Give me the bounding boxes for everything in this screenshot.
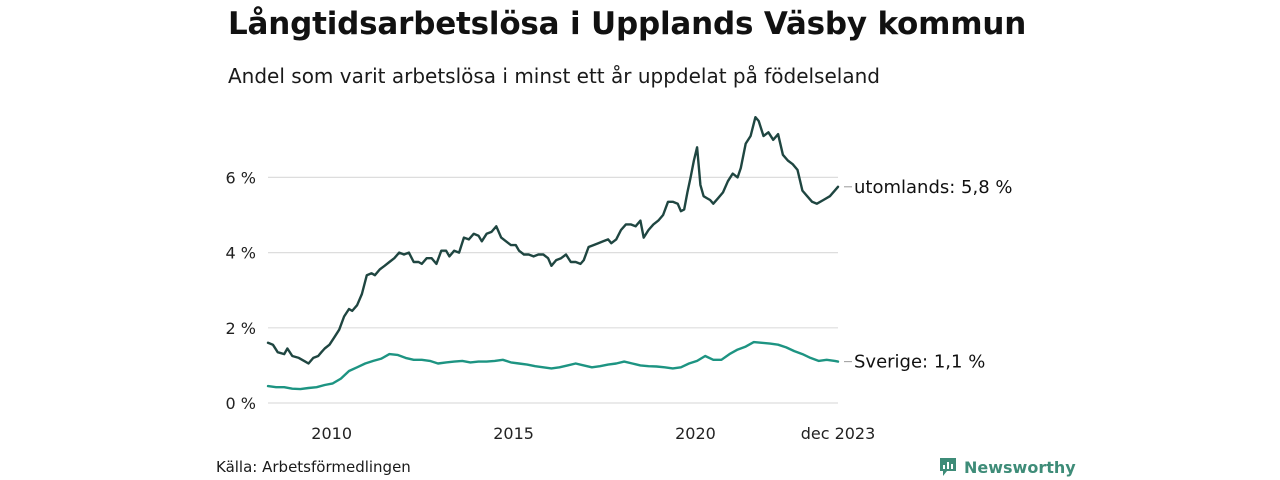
end-label-utomlands: utomlands: 5,8 % (854, 177, 1013, 198)
x-tick-label: 2010 (311, 424, 352, 443)
brand-name: Newsworthy (964, 457, 1076, 477)
x-tick-label: 2015 (493, 424, 534, 443)
brand-logo: Newsworthy (938, 456, 1076, 478)
series-lines (266, 116, 840, 391)
series-line-sverige (266, 340, 840, 391)
grid (268, 176, 838, 404)
series-line-utomlands (266, 116, 840, 365)
newsworthy-icon (940, 458, 956, 476)
y-tick-label: 2 % (226, 319, 256, 338)
y-tick-label: 6 % (226, 168, 256, 187)
y-tick-label: 4 % (226, 244, 256, 263)
chart-subtitle: Andel som varit arbetslösa i minst ett å… (228, 64, 880, 88)
x-tick-label: dec 2023 (801, 424, 876, 443)
source-note: Källa: Arbetsförmedlingen (216, 458, 411, 476)
x-axis: 2010 2015 2020 dec 2023 (311, 424, 875, 443)
y-tick-label: 0 % (226, 394, 256, 413)
x-tick-label: 2020 (675, 424, 716, 443)
series-end-labels: utomlands: 5,8 % Sverige: 1,1 % (844, 177, 1013, 373)
end-label-sverige: Sverige: 1,1 % (854, 352, 985, 373)
y-axis: 0 % 2 % 4 % 6 % (226, 168, 256, 413)
chart-title: Långtidsarbetslösa i Upplands Väsby komm… (228, 6, 1027, 42)
